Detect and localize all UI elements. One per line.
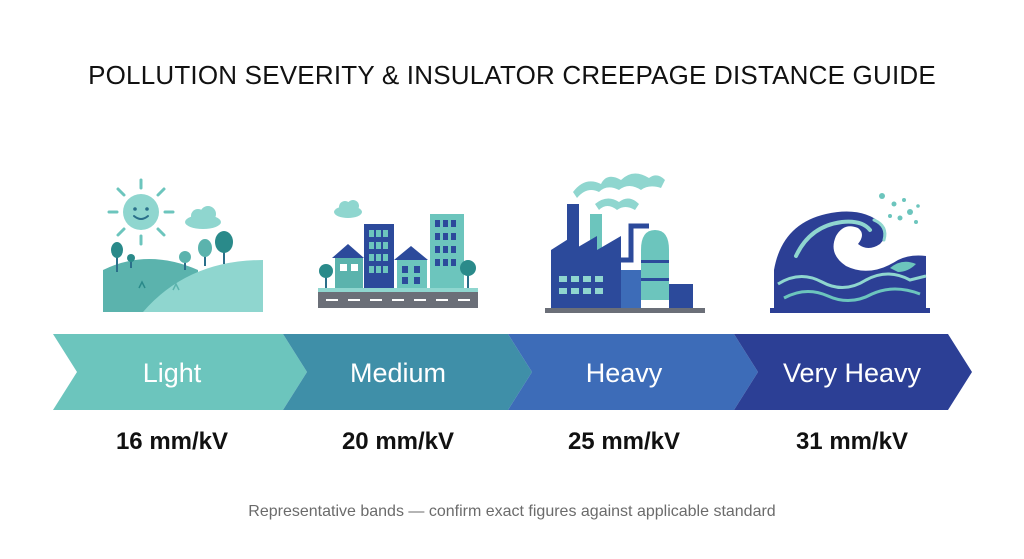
city-icon (318, 160, 478, 315)
smoke-icon (573, 173, 665, 210)
sun-icon (107, 178, 175, 246)
value-heavy: 25 mm/kV (567, 428, 681, 455)
spray-icon (879, 193, 920, 224)
value-medium: 20 mm/kV (341, 428, 455, 455)
cloud-icon (334, 200, 362, 218)
band-label-medium: Medium (349, 358, 447, 388)
footnote: Representative bands — confirm exact fig… (248, 503, 776, 520)
page-title: POLLUTION SEVERITY & INSULATOR CREEPAGE … (88, 60, 936, 90)
factory-icon (545, 160, 705, 315)
cloud-icon (185, 206, 221, 229)
countryside-icon (103, 160, 263, 315)
band-label-light: Light (142, 358, 202, 388)
value-light: 16 mm/kV (115, 428, 229, 455)
ocean-wave-icon (770, 160, 930, 315)
band-label-heavy: Heavy (585, 358, 663, 388)
band-label-very-heavy: Very Heavy (782, 358, 922, 388)
value-very-heavy: 31 mm/kV (795, 428, 909, 455)
